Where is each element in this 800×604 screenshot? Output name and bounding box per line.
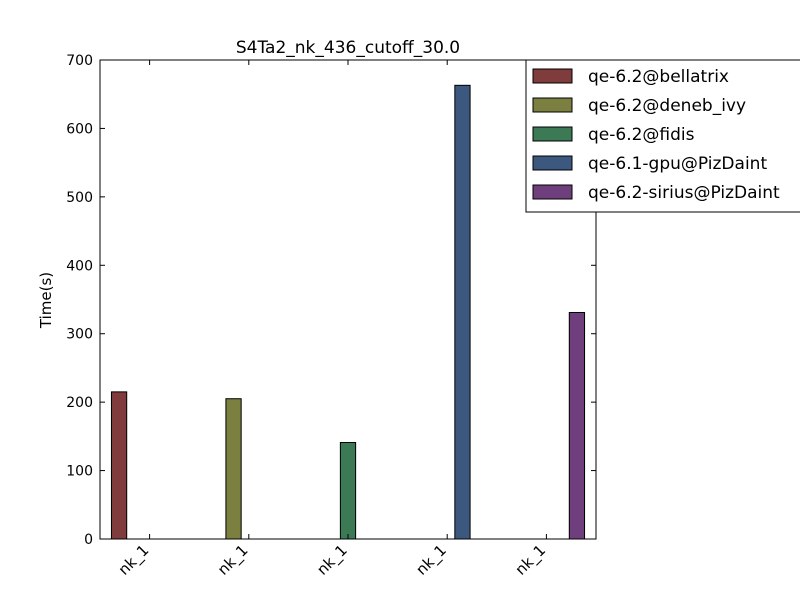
x-tick-label: nk_1 — [512, 541, 550, 579]
x-tick-label: nk_1 — [412, 541, 450, 579]
y-tick-label: 500 — [66, 190, 93, 206]
legend-label: qe-6.2@deneb_ivy — [588, 96, 746, 116]
legend-label: qe-6.2@bellatrix — [588, 67, 729, 87]
bar — [225, 398, 242, 540]
x-tick-label: nk_1 — [214, 541, 252, 579]
legend-label: qe-6.2-sirius@PizDaint — [588, 183, 780, 203]
legend-swatch — [532, 126, 573, 142]
bar — [110, 391, 128, 540]
legend-label: qe-6.2@fidis — [588, 125, 695, 145]
chart-title: S4Ta2_nk_436_cutoff_30.0 — [236, 38, 460, 58]
y-tick-label: 200 — [66, 395, 93, 411]
legend-swatch — [532, 97, 573, 113]
legend-swatch — [532, 68, 573, 84]
bar — [339, 442, 357, 540]
y-tick-label: 0 — [84, 532, 93, 548]
legend: qe-6.2@bellatrix qe-6.2@deneb_ivy qe-6.2@f… — [525, 59, 800, 213]
y-tick-label: 600 — [66, 121, 93, 137]
y-tick-label: 700 — [66, 53, 93, 69]
bar — [454, 84, 471, 540]
legend-label: qe-6.1-gpu@PizDaint — [588, 154, 767, 174]
y-tick-label: 100 — [66, 464, 93, 480]
x-axis-ticks: nk_1 nk_1 nk_1 nk_1 nk_1 — [115, 60, 550, 579]
y-axis-ticks: 0 100 200 300 400 500 600 700 — [66, 53, 596, 548]
x-tick-label: nk_1 — [115, 541, 153, 579]
legend-swatch — [532, 155, 573, 171]
legend-swatch — [532, 184, 573, 200]
bar — [568, 312, 586, 540]
bars-group — [110, 84, 586, 540]
x-tick-label: nk_1 — [313, 541, 351, 579]
y-tick-label: 300 — [66, 327, 93, 343]
y-tick-label: 400 — [66, 258, 93, 274]
y-axis-label: Time(s) — [37, 272, 55, 329]
